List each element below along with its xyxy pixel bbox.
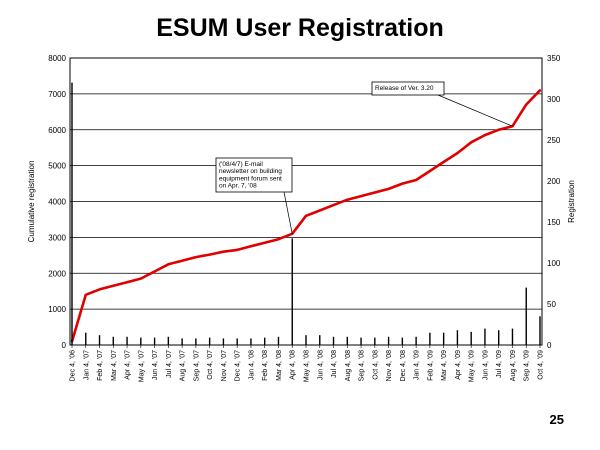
cumulative-point [525, 103, 528, 106]
x-tick-label: Oct 4, '08 [372, 350, 379, 380]
page-number: 25 [549, 412, 564, 427]
cumulative-point [194, 255, 198, 259]
x-tick-label: Nov 4, '07 [221, 350, 228, 381]
x-tick-label: Dec 4, '08 [400, 350, 407, 381]
x-tick-label: Apr 4, '09 [455, 350, 462, 380]
x-tick-label: Sep 4, '07 [193, 350, 200, 381]
cumulative-point [332, 203, 335, 207]
cumulative-point [84, 293, 87, 296]
y-left-tick-label: 5000 [48, 162, 66, 171]
x-tick-label: May 4, '09 [469, 350, 476, 382]
cumulative-point [222, 250, 225, 253]
cumulative-point [346, 198, 349, 201]
annotation-text: newsletter on building [219, 168, 282, 175]
y-left-tick-label: 3000 [48, 233, 66, 242]
x-tick-label: Mar 4, '07 [111, 350, 118, 381]
cumulative-point [249, 245, 253, 248]
x-tick-label: Jan 4, '07 [83, 350, 90, 380]
x-tick-label: Feb 4, '07 [97, 350, 104, 381]
cumulative-point [153, 270, 156, 273]
cumulative-point [235, 248, 239, 252]
y-left-tick-label: 7000 [48, 90, 66, 99]
cumulative-point [414, 178, 418, 182]
annotation-text: ('08/4/7) E-mail [219, 161, 263, 168]
cumulative-point [401, 182, 404, 185]
cumulative-point [456, 151, 459, 155]
cumulative-point [428, 169, 432, 173]
x-tick-label: May 4, '08 [304, 350, 311, 382]
x-tick-label: Sep 4, '08 [359, 350, 366, 381]
x-tick-label: Jul 4, '09 [496, 350, 503, 378]
x-tick-label: Mar 4, '09 [441, 350, 448, 381]
x-tick-label: Jun 4, '08 [317, 350, 324, 380]
y-right-tick-label: 300 [547, 95, 561, 104]
annotation-leader [283, 191, 293, 234]
x-tick-label: Aug 4, '08 [345, 350, 352, 381]
x-tick-label: Oct 4, '07 [207, 350, 214, 380]
y-right-tick-label: 100 [547, 259, 561, 268]
annotation-box [215, 157, 293, 193]
y-left-axis-label: Cumulative registration [27, 161, 36, 243]
annotation-text: Release of Ver. 3.20 [375, 85, 434, 92]
y-left-tick-label: 8000 [48, 54, 66, 63]
y-left-tick-label: 2000 [48, 269, 66, 278]
cumulative-point [387, 187, 390, 191]
x-tick-label: Jan 4, '09 [414, 350, 421, 380]
annotation-leader [437, 94, 513, 127]
cumulative-point [139, 277, 143, 280]
x-tick-label: Oct 4, '09 [538, 350, 545, 380]
x-tick-label: Jun 4, '09 [482, 350, 489, 380]
cumulative-point [263, 241, 266, 244]
x-tick-label: Jun 4, '07 [152, 350, 159, 380]
cumulative-point [180, 259, 184, 262]
cumulative-point [208, 253, 211, 256]
cumulative-point [373, 191, 377, 194]
x-tick-label: Dec 4, '07 [235, 350, 242, 381]
annotation-text: on Apr. 7, '08 [219, 183, 257, 190]
cumulative-point [98, 288, 101, 291]
y-right-tick-label: 150 [547, 218, 561, 227]
x-tick-label: May 4, '07 [138, 350, 145, 382]
y-left-tick-label: 4000 [48, 198, 66, 207]
cumulative-point [167, 263, 170, 266]
cumulative-point [442, 160, 445, 164]
y-left-tick-label: 1000 [48, 305, 66, 314]
y-left-tick-label: 0 [62, 341, 67, 350]
x-tick-label: Apr 4, '08 [290, 350, 297, 380]
y-right-tick-label: 250 [547, 136, 561, 145]
x-tick-label: Feb 4, '08 [262, 350, 269, 381]
cumulative-point [125, 281, 129, 284]
y-left-tick-label: 6000 [48, 126, 66, 135]
x-tick-label: Jul 4, '08 [331, 350, 338, 378]
y-right-tick-label: 200 [547, 177, 561, 186]
cumulative-point [359, 194, 363, 198]
x-tick-label: Aug 4, '09 [510, 350, 517, 381]
annotation-box [371, 81, 445, 96]
cumulative-point [497, 128, 500, 131]
annotation-text: equipment forum sent [219, 175, 282, 182]
cumulative-point [538, 89, 542, 92]
y-right-tick-label: 0 [547, 341, 552, 350]
slide-title: ESUM User Registration [156, 14, 444, 42]
x-tick-label: Apr 4, '07 [125, 350, 132, 380]
x-tick-label: Nov 4, '08 [386, 350, 393, 381]
y-right-axis-label: Registration [567, 180, 576, 223]
cumulative-point [112, 284, 115, 288]
x-tick-label: Jul 4, '07 [166, 350, 173, 378]
cumulative-point [469, 141, 473, 144]
cumulative-point [277, 237, 280, 241]
x-tick-label: Aug 4, '07 [180, 350, 187, 381]
x-tick-label: Feb 4, '09 [427, 350, 434, 381]
y-right-tick-label: 50 [547, 300, 556, 309]
cumulative-point [483, 133, 487, 137]
x-tick-label: Dec 4, '06 [70, 350, 77, 381]
x-tick-label: Jan 4, '08 [248, 350, 255, 380]
x-tick-label: Sep 4, '09 [524, 350, 531, 381]
y-right-tick-label: 350 [547, 54, 561, 63]
cumulative-point [304, 214, 308, 218]
x-tick-label: Mar 4, '08 [276, 350, 283, 381]
cumulative-point [318, 209, 321, 212]
